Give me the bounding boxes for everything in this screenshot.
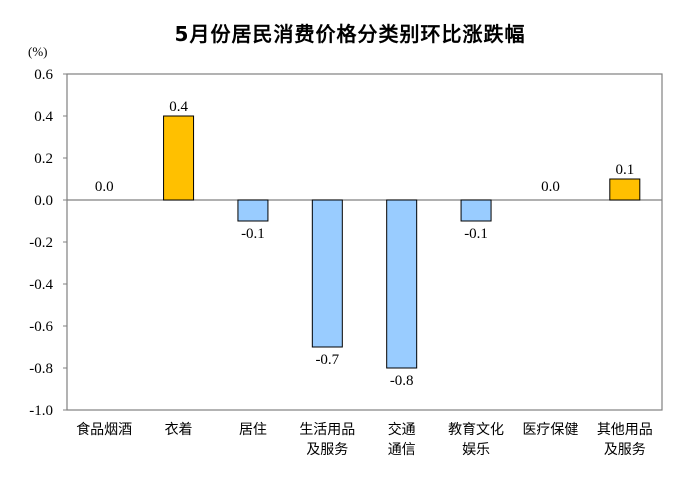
bar (163, 115, 195, 201)
y-tick-label: -0.8 (29, 361, 53, 377)
category-label: 医疗保健 (522, 422, 578, 438)
category-label: 衣着 (165, 422, 193, 438)
chart-title: 5月份居民消费价格分类别环比涨跌幅 (174, 22, 526, 46)
category-label: 教育文化 (448, 422, 504, 438)
y-tick-label: 0.0 (34, 193, 53, 209)
y-tick-label: -0.4 (29, 277, 53, 293)
y-tick-label: -0.2 (29, 235, 53, 251)
category-label: 生活用品 (299, 422, 355, 438)
value-label: -0.7 (315, 352, 339, 368)
category-label: 交通 (388, 421, 416, 438)
y-tick-label: 0.2 (34, 151, 53, 167)
bar (460, 199, 492, 222)
y-axis-unit: (%) (28, 44, 48, 59)
bar (311, 199, 343, 348)
value-label: 0.4 (169, 99, 188, 115)
value-label: 0.1 (615, 162, 634, 178)
y-tick-label: -0.6 (29, 319, 53, 335)
value-label: 0.0 (541, 179, 560, 195)
plot-area (66, 73, 663, 411)
category-label: 及服务 (306, 442, 348, 458)
value-label: 0.0 (95, 179, 114, 195)
y-tick-label: 0.4 (34, 109, 53, 125)
category-label: 娱乐 (462, 442, 490, 458)
y-tick-label: 0.6 (34, 67, 53, 83)
value-label: -0.8 (390, 373, 414, 389)
bar (386, 199, 418, 369)
category-label: 食品烟酒 (76, 421, 132, 438)
bar (609, 178, 641, 201)
value-label: -0.1 (241, 226, 265, 242)
category-label: 及服务 (604, 442, 646, 458)
y-tick-label: -1.0 (29, 403, 53, 419)
value-label: -0.1 (464, 226, 488, 242)
category-label: 居住 (239, 422, 267, 438)
category-label: 其他用品 (597, 422, 653, 438)
category-label: 通信 (388, 442, 416, 458)
bar (237, 199, 269, 222)
